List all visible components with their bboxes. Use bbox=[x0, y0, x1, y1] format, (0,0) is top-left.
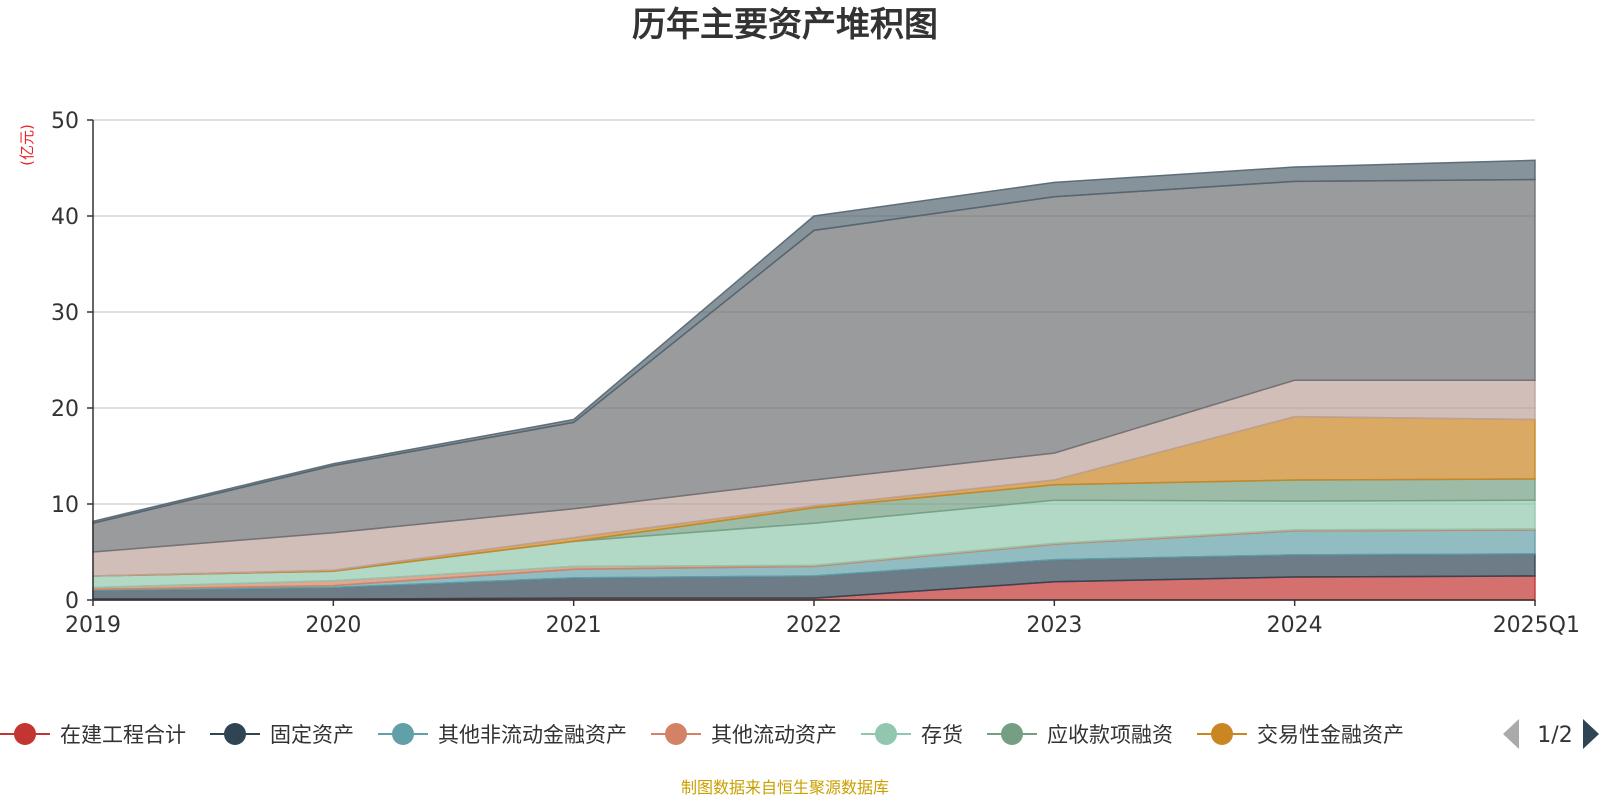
legend-next-page-icon[interactable] bbox=[1583, 719, 1599, 749]
x-tick-label-4: 2023 bbox=[1026, 613, 1082, 638]
legend-item-3[interactable]: 其他流动资产 bbox=[651, 723, 837, 747]
x-tick-label-2: 2021 bbox=[546, 613, 602, 638]
y-tick-label-3: 30 bbox=[51, 301, 79, 326]
legend-label: 固定资产 bbox=[270, 723, 354, 747]
y-tick-label-2: 20 bbox=[51, 397, 79, 422]
legend-page-indicator: 1/2 bbox=[1537, 723, 1572, 748]
legend-circle-icon bbox=[14, 723, 36, 745]
x-tick-label-5: 2024 bbox=[1267, 613, 1323, 638]
legend-item-4[interactable]: 存货 bbox=[861, 723, 963, 747]
legend-item-2[interactable]: 其他非流动金融资产 bbox=[378, 723, 627, 747]
y-tick-label-5: 50 bbox=[51, 109, 79, 134]
y-axis-label: (亿元) bbox=[18, 124, 36, 166]
y-tick-label-4: 40 bbox=[51, 205, 79, 230]
legend-circle-icon bbox=[392, 723, 414, 745]
legend-label: 交易性金融资产 bbox=[1257, 723, 1404, 747]
legend-label: 其他流动资产 bbox=[711, 723, 837, 747]
legend-item-1[interactable]: 固定资产 bbox=[210, 723, 354, 747]
legend-item-0[interactable]: 在建工程合计 bbox=[0, 723, 186, 747]
legend-item-6[interactable]: 交易性金融资产 bbox=[1197, 723, 1404, 747]
legend: 在建工程合计 固定资产 其他非流动金融资产 其他流动资产 存货 应收款项融资 交易性金融资产… bbox=[0, 719, 1599, 749]
legend-label: 存货 bbox=[921, 723, 963, 747]
x-tick-label-3: 2022 bbox=[786, 613, 842, 638]
area-series-9 bbox=[92, 159, 1536, 525]
data-source-note: 制图数据来自恒生聚源数据库 bbox=[681, 778, 889, 797]
legend-label: 其他非流动金融资产 bbox=[438, 723, 627, 747]
legend-circle-icon bbox=[224, 723, 246, 745]
area-series bbox=[92, 159, 1536, 601]
x-tick-label-1: 2020 bbox=[305, 613, 361, 638]
legend-label: 应收款项融资 bbox=[1047, 723, 1173, 747]
legend-circle-icon bbox=[1001, 723, 1023, 745]
x-tick-label-0: 2019 bbox=[65, 613, 121, 638]
legend-circle-icon bbox=[875, 723, 897, 745]
legend-prev-page-icon[interactable] bbox=[1503, 719, 1519, 749]
x-tick-label-6: 2025Q1 bbox=[1493, 613, 1580, 638]
legend-circle-icon bbox=[1211, 723, 1233, 745]
chart-title: 历年主要资产堆积图 bbox=[632, 5, 938, 45]
legend-label: 在建工程合计 bbox=[60, 723, 186, 747]
axes: 0 10 20 30 40 50 2019 2020 2021 2022 2023 2024 2025Q… bbox=[51, 109, 1580, 638]
y-tick-label-1: 10 bbox=[51, 493, 79, 518]
legend-item-5[interactable]: 应收款项融资 bbox=[987, 723, 1173, 747]
legend-circle-icon bbox=[665, 723, 687, 745]
y-tick-label-0: 0 bbox=[65, 589, 79, 614]
